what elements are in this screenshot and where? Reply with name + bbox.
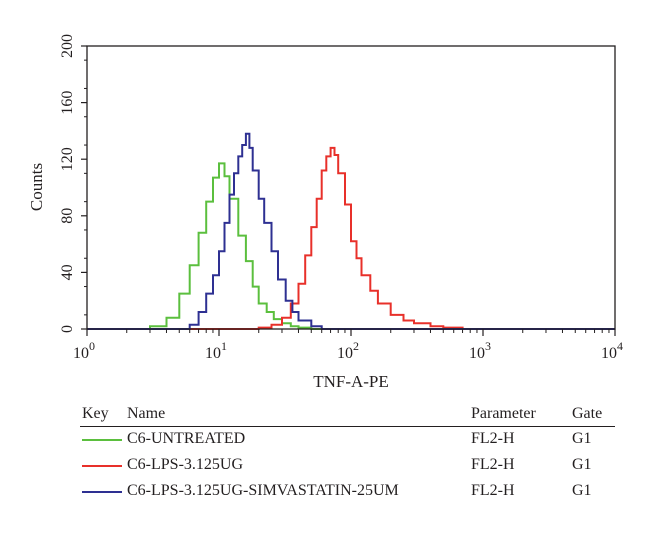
legend-table: Key Name Parameter Gate C6-UNTREATED FL2… xyxy=(80,402,615,505)
legend-row: C6-UNTREATED FL2-H G1 xyxy=(80,427,615,453)
x-tick-label: 100 xyxy=(73,339,95,362)
y-axis-title: Counts xyxy=(27,163,46,211)
x-tick-label: 103 xyxy=(469,339,491,362)
legend-series-parameter: FL2-H xyxy=(471,482,515,499)
y-tick-label: 0 xyxy=(59,325,76,333)
legend-series-name: C6-LPS-3.125UG xyxy=(127,456,244,473)
y-tick-label: 160 xyxy=(59,91,76,115)
legend-swatch xyxy=(82,439,122,441)
x-tick-label: 104 xyxy=(601,339,623,362)
x-axis-title: TNF-A-PE xyxy=(313,372,389,391)
legend-header-row: Key Name Parameter Gate xyxy=(80,402,615,427)
y-tick-label: 80 xyxy=(59,208,76,224)
legend-series-name: C6-UNTREATED xyxy=(127,430,246,447)
legend-series-gate: G1 xyxy=(572,430,592,447)
legend-series-parameter: FL2-H xyxy=(471,456,515,473)
legend-series-name: C6-LPS-3.125UG-SIMVASTATIN-25UM xyxy=(127,482,399,499)
series-line xyxy=(87,132,615,330)
legend-series-gate: G1 xyxy=(572,456,592,473)
legend-row: C6-LPS-3.125UG-SIMVASTATIN-25UM FL2-H G1 xyxy=(80,479,615,505)
x-tick-label: 101 xyxy=(205,339,227,362)
legend-header-name: Name xyxy=(127,405,166,422)
legend-series-gate: G1 xyxy=(572,482,592,499)
y-tick-label: 40 xyxy=(59,264,76,280)
legend-header-key: Key xyxy=(82,405,109,422)
legend-swatch xyxy=(82,491,122,493)
legend-header-parameter: Parameter xyxy=(471,405,536,422)
series-line xyxy=(87,146,615,330)
histogram-chart: 0 40 80 120 160 200 100 101 102 103 104 TNF-A-PE C… xyxy=(27,34,623,391)
legend-series-parameter: FL2-H xyxy=(471,430,515,447)
plot-frame xyxy=(86,45,616,330)
x-tick-label: 102 xyxy=(337,339,359,362)
legend-row: C6-LPS-3.125UG FL2-H G1 xyxy=(80,453,615,479)
series-line xyxy=(87,162,615,330)
y-tick-label: 120 xyxy=(59,147,76,171)
legend-swatch xyxy=(82,465,122,467)
y-tick-label: 200 xyxy=(59,34,76,58)
legend-header-gate: Gate xyxy=(572,405,603,422)
